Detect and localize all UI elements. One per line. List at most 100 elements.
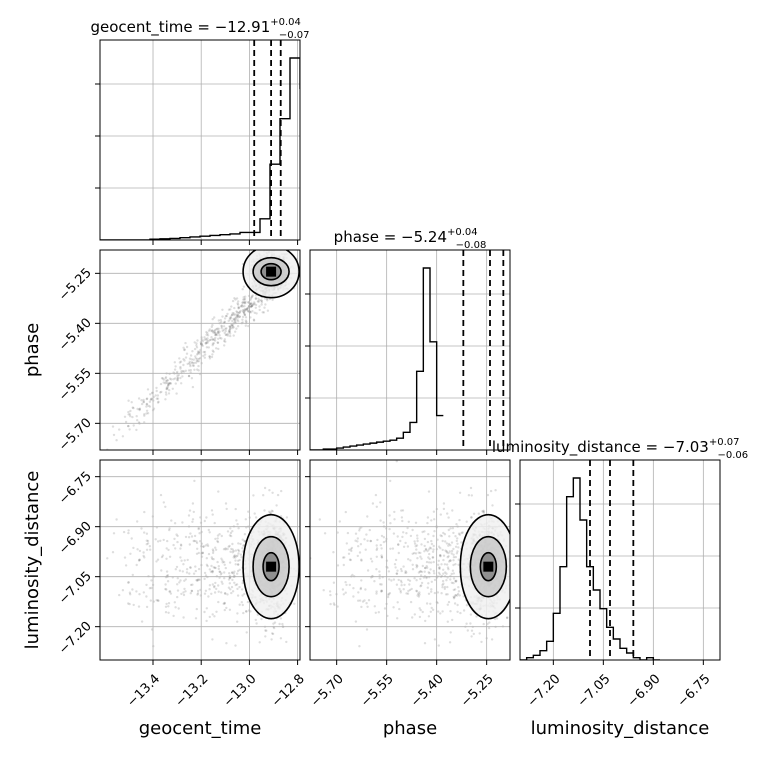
sample-point — [454, 555, 457, 559]
contour-layer — [242, 250, 510, 620]
sample-point — [176, 534, 179, 538]
sample-point — [401, 509, 405, 512]
sample-point — [194, 569, 197, 573]
sample-point — [228, 327, 232, 331]
sample-point — [193, 368, 196, 371]
sample-point — [204, 589, 208, 592]
sample-point — [186, 558, 189, 562]
sample-point — [328, 590, 332, 593]
sample-point — [426, 586, 429, 589]
sample-point — [367, 599, 371, 602]
sample-point — [193, 534, 197, 538]
sample-point — [488, 621, 491, 624]
sample-point — [135, 415, 138, 418]
sample-point — [232, 312, 235, 315]
sample-point — [442, 582, 445, 585]
sample-point — [408, 583, 411, 586]
sample-point — [148, 405, 152, 408]
sample-point — [245, 308, 248, 311]
sample-point — [156, 540, 160, 543]
sample-point — [127, 529, 130, 532]
sample-point — [399, 567, 403, 571]
sample-point — [237, 542, 240, 545]
sample-point — [230, 591, 233, 595]
sample-point — [383, 607, 387, 610]
sample-point — [148, 545, 152, 548]
x-tick-label: −5.55 — [358, 672, 397, 711]
sample-point — [446, 566, 450, 569]
sample-point — [165, 547, 168, 550]
sample-point — [193, 479, 196, 483]
sample-point — [430, 542, 434, 546]
sample-point — [146, 542, 150, 545]
sample-point — [260, 299, 263, 302]
sample-point — [252, 319, 256, 322]
sample-point — [392, 578, 396, 581]
sample-point — [231, 542, 234, 546]
sample-point — [156, 558, 160, 561]
sample-point — [437, 559, 440, 562]
sample-point — [397, 543, 400, 546]
sample-point — [226, 593, 229, 596]
sample-point — [208, 531, 211, 534]
sample-point — [202, 354, 205, 358]
sample-point — [238, 311, 241, 314]
sample-point — [449, 631, 452, 634]
sample-point — [224, 329, 227, 333]
sample-point — [204, 342, 208, 345]
sample-point — [206, 575, 209, 579]
sample-point — [232, 334, 235, 337]
sample-point — [203, 571, 207, 575]
sample-point — [222, 328, 225, 331]
sample-point — [394, 558, 398, 562]
sample-point — [203, 338, 206, 341]
sample-point — [262, 494, 265, 497]
sample-point — [234, 330, 237, 333]
sample-point — [223, 602, 226, 605]
sample-point — [254, 303, 258, 307]
sample-point — [393, 563, 397, 566]
sample-point — [132, 406, 135, 410]
sample-point — [176, 374, 179, 378]
sample-point — [437, 644, 440, 647]
sample-point — [143, 421, 146, 424]
sample-point — [432, 560, 435, 564]
sample-point — [423, 642, 427, 645]
sample-point — [127, 410, 130, 414]
sample-point — [138, 549, 142, 553]
sample-point — [211, 329, 214, 332]
sample-point — [425, 602, 429, 605]
sample-point — [237, 305, 240, 309]
sample-point — [143, 413, 146, 416]
sample-point — [460, 541, 463, 544]
sample-point — [380, 589, 383, 592]
sample-point — [228, 572, 231, 575]
x-tick-label: −5.40 — [408, 672, 447, 711]
sample-point — [254, 516, 258, 519]
sample-point — [196, 589, 200, 593]
sample-point — [245, 610, 248, 613]
sample-point — [443, 587, 446, 591]
sample-point — [365, 628, 369, 631]
sample-point — [454, 545, 458, 548]
sample-point — [394, 566, 397, 569]
sample-point — [224, 327, 227, 331]
sample-point — [246, 309, 250, 313]
sample-point — [445, 579, 448, 582]
sample-point — [179, 556, 182, 559]
sample-point — [438, 566, 441, 570]
sample-point — [212, 350, 215, 353]
sample-point — [414, 521, 418, 524]
sample-point — [236, 554, 239, 557]
sample-point — [217, 327, 220, 330]
sample-point — [176, 377, 180, 380]
sample-point — [223, 338, 226, 341]
sample-point — [154, 538, 157, 541]
sample-point — [123, 556, 127, 559]
sample-point — [143, 510, 146, 514]
sample-point — [278, 622, 281, 626]
sample-point — [111, 425, 115, 428]
sample-point — [235, 310, 238, 313]
sample-point — [222, 325, 226, 328]
